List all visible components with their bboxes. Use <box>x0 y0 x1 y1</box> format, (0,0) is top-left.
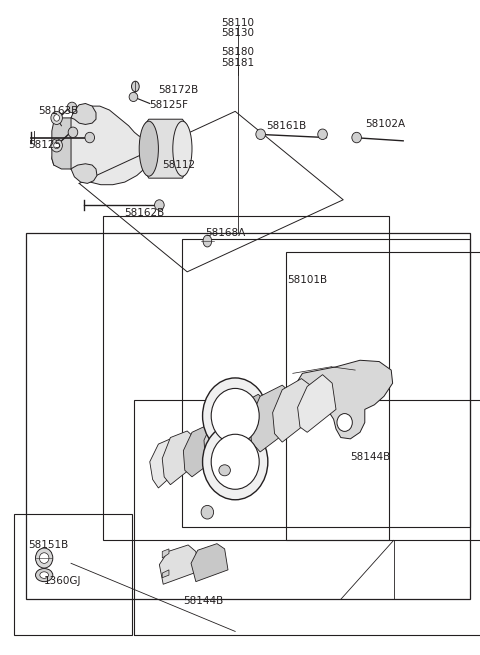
Polygon shape <box>250 385 297 452</box>
Ellipse shape <box>173 121 192 176</box>
Text: 58110: 58110 <box>221 18 254 28</box>
Polygon shape <box>229 394 271 455</box>
Polygon shape <box>288 360 393 439</box>
Ellipse shape <box>51 111 62 124</box>
Ellipse shape <box>303 384 321 404</box>
Ellipse shape <box>39 553 49 563</box>
Ellipse shape <box>155 200 164 210</box>
Text: 58163B: 58163B <box>38 106 79 117</box>
Polygon shape <box>183 424 221 477</box>
Ellipse shape <box>203 378 268 454</box>
Text: 58161B: 58161B <box>266 121 307 131</box>
Polygon shape <box>150 439 180 488</box>
Bar <box>134 400 480 635</box>
Ellipse shape <box>211 388 259 443</box>
Ellipse shape <box>36 548 53 568</box>
Text: 58181: 58181 <box>221 58 254 68</box>
Polygon shape <box>52 118 71 169</box>
Ellipse shape <box>36 569 53 582</box>
Text: 58180: 58180 <box>221 47 254 58</box>
Bar <box>103 216 389 540</box>
Polygon shape <box>162 431 199 485</box>
Ellipse shape <box>256 129 265 140</box>
Ellipse shape <box>67 102 77 113</box>
Polygon shape <box>298 375 336 432</box>
Polygon shape <box>162 570 169 578</box>
Polygon shape <box>159 545 199 584</box>
Polygon shape <box>71 164 97 183</box>
Text: 58125: 58125 <box>28 140 61 151</box>
Ellipse shape <box>54 142 60 149</box>
Text: 58144B: 58144B <box>350 452 391 462</box>
Polygon shape <box>204 409 250 470</box>
Text: 58130: 58130 <box>221 28 254 38</box>
Ellipse shape <box>219 465 230 476</box>
Ellipse shape <box>318 129 327 140</box>
Ellipse shape <box>203 424 268 500</box>
Ellipse shape <box>132 81 139 92</box>
Polygon shape <box>52 106 161 185</box>
Polygon shape <box>145 119 186 178</box>
Ellipse shape <box>201 506 214 519</box>
Ellipse shape <box>51 139 62 152</box>
Ellipse shape <box>203 235 212 247</box>
Text: 58144B: 58144B <box>183 595 224 606</box>
Text: 1360GJ: 1360GJ <box>44 576 82 586</box>
Text: 58101B: 58101B <box>287 275 327 286</box>
Ellipse shape <box>68 127 78 138</box>
Bar <box>14 514 132 635</box>
Text: 58172B: 58172B <box>158 85 199 96</box>
Ellipse shape <box>337 413 352 432</box>
Ellipse shape <box>352 132 361 143</box>
Bar <box>286 252 480 540</box>
Polygon shape <box>191 544 228 582</box>
Polygon shape <box>71 103 96 124</box>
Ellipse shape <box>85 132 95 143</box>
Text: 58168A: 58168A <box>205 228 246 238</box>
Text: 58125F: 58125F <box>149 100 188 110</box>
Text: 58102A: 58102A <box>365 119 405 130</box>
Polygon shape <box>162 549 169 558</box>
Text: 58112: 58112 <box>162 160 195 170</box>
Text: 58162B: 58162B <box>124 208 164 218</box>
Bar <box>182 239 470 527</box>
Ellipse shape <box>139 121 158 176</box>
Ellipse shape <box>40 572 48 578</box>
Text: 58151B: 58151B <box>28 540 68 550</box>
Bar <box>26 233 470 599</box>
Ellipse shape <box>211 434 259 489</box>
Polygon shape <box>273 379 316 442</box>
Ellipse shape <box>129 92 138 102</box>
Ellipse shape <box>54 115 60 121</box>
